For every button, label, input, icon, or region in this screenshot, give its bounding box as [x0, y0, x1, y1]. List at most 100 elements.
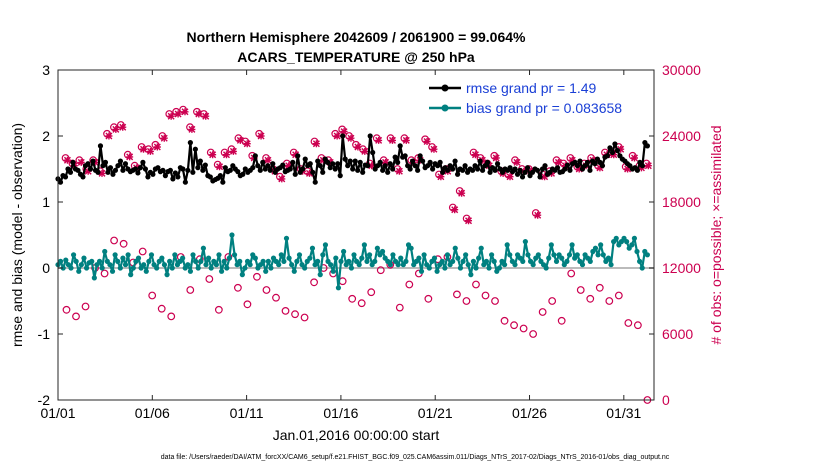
obs-possible-point	[62, 305, 71, 314]
rmse-point	[115, 163, 121, 169]
bias-point	[218, 268, 225, 274]
bias-point	[489, 252, 495, 258]
rmse-point	[452, 158, 458, 164]
bias-point	[242, 265, 248, 271]
bias-point	[135, 255, 142, 261]
obs-possible-point	[376, 266, 385, 275]
bias-point	[81, 255, 87, 261]
bias-point	[60, 265, 66, 271]
rmse-point	[517, 167, 523, 173]
rmse-point	[487, 169, 493, 175]
obs-possible-point	[595, 283, 604, 292]
rmse-point	[97, 143, 104, 149]
rmse-point	[192, 146, 198, 152]
obs-assimilated-point	[195, 110, 203, 118]
rmse-point	[347, 158, 353, 164]
y-tick-label-right: 18000	[662, 194, 701, 210]
rmse-point	[562, 166, 568, 172]
bias-point	[613, 235, 619, 241]
obs-possible-point	[234, 283, 242, 292]
bias-point	[237, 258, 243, 264]
obs-assimilated-point	[181, 108, 189, 116]
y-tick-label-right: 0	[662, 392, 670, 408]
bias-point	[141, 262, 147, 268]
rmse-point	[107, 165, 114, 171]
bias-point	[200, 245, 207, 251]
rmse-point	[135, 170, 141, 176]
obs-possible-point	[424, 294, 433, 303]
obs-assimilated-point	[209, 151, 217, 159]
rmse-point	[142, 166, 149, 172]
bias-point	[302, 265, 308, 271]
rmse-point	[332, 166, 338, 172]
bias-point	[78, 262, 84, 268]
bias-point	[224, 265, 230, 271]
rmse-point	[387, 161, 393, 167]
bias-point	[553, 258, 560, 264]
rmse-point	[542, 163, 548, 169]
rmse-point	[117, 158, 124, 164]
obs-assimilated-point	[257, 132, 265, 140]
rmse-point	[392, 154, 398, 160]
bias-point	[434, 268, 440, 274]
rmse-point	[445, 167, 451, 173]
bias-point	[496, 265, 502, 271]
rmse-point	[260, 159, 266, 165]
bias-point	[76, 268, 82, 274]
bias-point	[315, 258, 321, 264]
bias-point	[346, 258, 352, 264]
footer-data-file: data file: /Users/raeder/DAI/ATM_forcXX/…	[161, 454, 670, 461]
obs-assimilated-point	[160, 134, 168, 142]
bias-point	[390, 252, 396, 258]
bias-point	[338, 258, 344, 264]
rmse-point	[462, 163, 468, 169]
bias-point	[431, 255, 438, 261]
bias-point	[644, 252, 650, 258]
bias-point	[595, 252, 601, 258]
bias-point	[470, 258, 477, 264]
bias-point	[296, 252, 303, 258]
bias-point	[579, 262, 586, 268]
obs-assimilated-point	[554, 158, 562, 166]
rmse-point	[235, 169, 241, 175]
rmse-point	[614, 147, 621, 154]
rmse-point	[257, 167, 263, 173]
rmse-point	[295, 153, 301, 159]
bias-point	[450, 258, 456, 264]
rmse-point	[380, 167, 386, 173]
rmse-point	[290, 159, 296, 165]
rmse-point	[345, 163, 351, 169]
obs-possible-point	[81, 302, 90, 311]
rmse-point	[57, 179, 64, 185]
bias-point	[122, 262, 129, 268]
rmse-point	[512, 166, 518, 172]
rmse-point	[182, 179, 188, 185]
obs-possible-point	[214, 305, 223, 314]
bias-point	[551, 252, 557, 258]
rmse-point	[112, 167, 119, 173]
bias-point	[148, 252, 155, 258]
obs-possible-point	[186, 286, 195, 294]
obs-assimilated-point	[126, 153, 134, 161]
rmse-point	[357, 159, 363, 165]
obs-possible-point	[72, 312, 80, 321]
obs-assimilated-point	[644, 162, 652, 170]
bias-point	[559, 255, 565, 261]
bias-point	[320, 252, 326, 258]
obs-possible-point	[614, 291, 623, 300]
obs-assimilated-point	[167, 112, 175, 120]
bias-point	[629, 242, 635, 248]
bias-point	[281, 258, 287, 264]
bias-point	[460, 258, 466, 264]
obs-assimilated-point	[506, 173, 514, 181]
bias-point	[68, 265, 74, 271]
bias-point	[195, 265, 201, 271]
rmse-point	[355, 167, 361, 173]
bias-point	[457, 265, 464, 271]
obs-assimilated-point	[437, 173, 445, 181]
bias-point	[598, 242, 604, 248]
bias-point	[507, 252, 513, 258]
bias-point	[247, 262, 253, 268]
obs-possible-point	[253, 272, 261, 281]
rmse-point	[85, 161, 91, 167]
